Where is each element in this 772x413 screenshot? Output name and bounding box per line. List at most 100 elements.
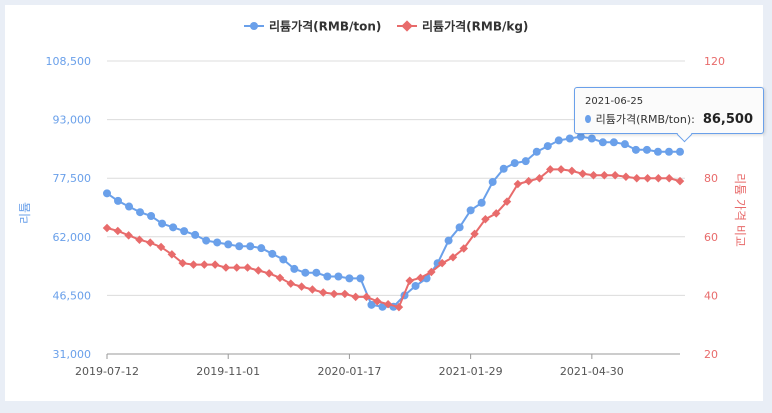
data-point-kg[interactable] [156,242,166,252]
data-point-ton[interactable] [158,219,167,228]
data-point-kg[interactable] [275,273,285,283]
data-point-ton[interactable] [356,274,365,283]
data-point-ton[interactable] [499,164,508,173]
data-point-ton[interactable] [191,230,200,239]
data-point-kg[interactable] [124,231,133,240]
data-point-kg[interactable] [146,238,155,247]
data-point-ton[interactable] [411,281,420,290]
data-point-kg[interactable] [448,253,458,262]
data-point-ton[interactable] [257,244,266,253]
data-point-ton[interactable] [147,212,156,221]
legend-item-ton[interactable]: 리튬가격(RMB/ton) [244,19,381,34]
data-point-kg[interactable] [221,263,231,272]
data-point-kg[interactable] [459,244,469,253]
data-point-kg[interactable] [200,260,209,269]
data-point-ton[interactable] [466,206,475,215]
data-point-ton[interactable] [510,159,519,168]
data-point-kg[interactable] [297,282,306,291]
data-point-ton[interactable] [334,272,343,281]
data-point-ton[interactable] [279,255,288,264]
data-point-kg[interactable] [405,276,414,285]
data-point-ton[interactable] [576,132,585,141]
data-point-ton[interactable] [521,157,530,166]
data-point-kg[interactable] [643,173,652,183]
data-point-ton[interactable] [268,249,277,258]
data-point-kg[interactable] [556,165,566,174]
left-axis-ticks: 31,000 46,500 62,000 77,500 93,000 108,500 [46,55,92,361]
data-point-ton[interactable] [477,198,486,207]
data-point-ton[interactable] [125,202,134,211]
data-point-kg[interactable] [286,279,296,288]
data-point-kg[interactable] [481,214,490,224]
data-point-kg[interactable] [264,269,274,278]
data-point-ton[interactable] [301,268,310,277]
legend-label-ton: 리튬가격(RMB/ton) [269,19,381,34]
data-point-kg[interactable] [416,273,425,283]
data-point-kg[interactable] [470,229,479,239]
data-point-kg[interactable] [210,260,220,269]
data-point-kg[interactable] [362,292,371,302]
data-point-ton[interactable] [323,272,332,281]
data-point-ton[interactable] [554,136,563,145]
data-point-kg[interactable] [113,226,123,236]
data-point-ton[interactable] [532,147,541,156]
data-point-kg[interactable] [578,169,587,179]
data-point-ton[interactable] [202,236,211,245]
data-point-kg[interactable] [340,289,350,299]
data-point-ton[interactable] [598,138,607,147]
data-point-ton[interactable] [543,142,552,151]
data-point-ton[interactable] [609,138,618,147]
data-point-kg[interactable] [102,223,112,233]
y-left-tick-label: 93,000 [53,114,92,127]
data-point-ton[interactable] [213,238,222,247]
data-point-kg[interactable] [567,166,577,176]
data-point-ton[interactable] [620,140,629,149]
data-point-ton[interactable] [312,268,321,277]
data-point-kg[interactable] [167,250,177,259]
data-point-ton[interactable] [345,274,354,283]
data-point-ton[interactable] [180,227,189,236]
data-point-kg[interactable] [189,260,198,269]
data-point-kg[interactable] [383,299,393,309]
data-point-kg[interactable] [394,302,404,312]
data-point-ton[interactable] [114,196,123,205]
data-point-ton[interactable] [587,134,596,143]
data-point-ton[interactable] [676,147,684,156]
y-left-axis-label: 리튬 [18,202,32,224]
data-point-kg[interactable] [329,289,339,299]
data-point-ton[interactable] [664,147,673,156]
data-point-kg[interactable] [373,297,382,306]
data-point-ton[interactable] [642,145,651,154]
data-point-ton[interactable] [169,223,178,232]
data-point-ton[interactable] [488,177,497,186]
data-point-ton[interactable] [653,147,662,156]
data-point-ton[interactable] [290,264,299,273]
data-point-kg[interactable] [664,173,674,183]
data-point-ton[interactable] [103,189,111,198]
data-point-ton[interactable] [367,300,376,309]
data-point-kg[interactable] [232,263,241,272]
data-point-ton[interactable] [631,145,640,154]
data-point-ton[interactable] [455,223,464,232]
legend[interactable]: 리튬가격(RMB/ton) 리튬가격(RMB/kg) [244,19,528,34]
data-point-ton[interactable] [224,240,233,249]
data-point-kg[interactable] [351,292,360,302]
data-point-kg[interactable] [427,267,436,277]
data-point-kg[interactable] [621,172,631,181]
data-point-kg[interactable] [318,288,328,297]
data-point-ton[interactable] [444,236,453,245]
data-point-kg[interactable] [654,173,663,183]
data-point-ton[interactable] [136,208,145,217]
data-point-kg[interactable] [254,266,263,275]
data-point-ton[interactable] [235,242,244,251]
data-point-kg[interactable] [632,173,641,183]
legend-item-kg[interactable]: 리튬가격(RMB/kg) [397,19,528,34]
data-point-kg[interactable] [243,263,252,272]
data-point-kg[interactable] [491,209,501,218]
data-point-kg[interactable] [502,197,512,206]
data-point-kg[interactable] [308,285,317,294]
x-tick-label: 2020-01-17 [317,365,381,378]
data-point-ton[interactable] [565,134,574,143]
data-point-kg[interactable] [135,235,144,244]
data-point-ton[interactable] [246,242,255,251]
